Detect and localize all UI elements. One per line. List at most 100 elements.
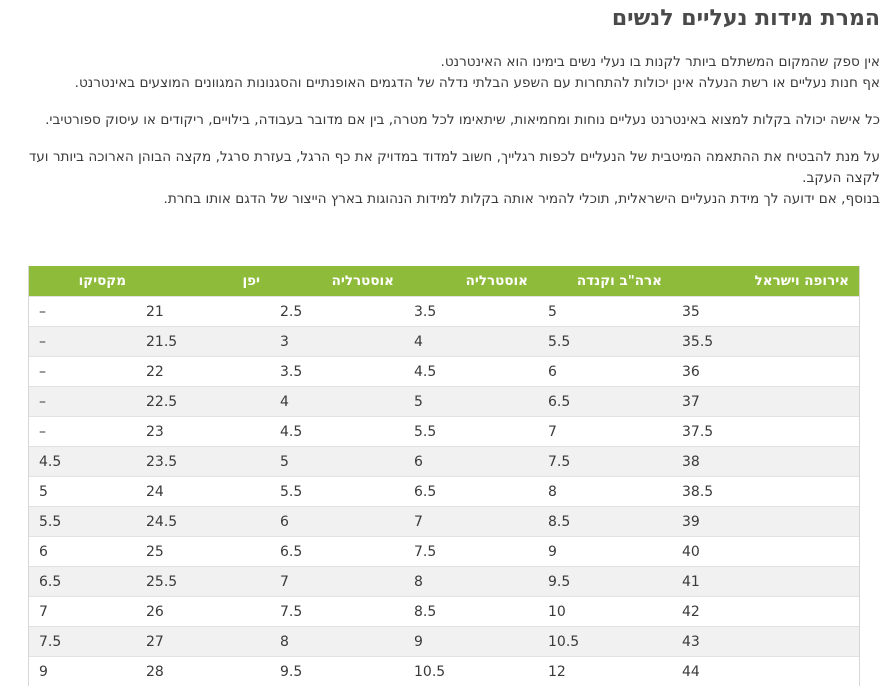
column-header-usa-canada: ארה"ב וקנדה (538, 266, 672, 297)
table-cell: 7 (538, 417, 672, 447)
table-cell: 25.5 (136, 567, 270, 597)
table-cell: 7 (29, 597, 136, 627)
table-cell: 4.5 (270, 417, 404, 447)
table-cell: 26 (136, 597, 270, 627)
table-cell: 4 (270, 387, 404, 417)
table-cell: – (29, 357, 136, 387)
table-cell: 3.5 (270, 357, 404, 387)
comfort-paragraph: כל אישה יכולה בקלות למצוא באינטרנט נעליי… (12, 110, 880, 131)
table-cell: – (29, 297, 136, 327)
table-cell: 5.5 (270, 477, 404, 507)
table-cell: 9 (29, 657, 136, 686)
table-cell: 6 (29, 537, 136, 567)
table-cell: 7.5 (404, 537, 538, 567)
table-header-row: אירופה וישראל ארה"ב וקנדה אוסטרליה אוסטר… (29, 266, 859, 297)
paragraph-line: בנוסף, אם ידועה לך מידת הנעליים הישראלית… (12, 189, 880, 210)
table-cell: 6.5 (29, 567, 136, 597)
table-cell: 8 (270, 627, 404, 657)
table-cell: 38 (672, 447, 859, 477)
table-cell: – (29, 327, 136, 357)
table-cell: 27 (136, 627, 270, 657)
paragraph-line: אין ספק שהמקום המשתלם ביותר לקנות בו נעל… (12, 52, 880, 73)
table-cell: 5 (270, 447, 404, 477)
intro-paragraph: אין ספק שהמקום המשתלם ביותר לקנות בו נעל… (12, 52, 880, 94)
table-cell: 8.5 (538, 507, 672, 537)
table-cell: 4 (404, 327, 538, 357)
table-cell: 9.5 (538, 567, 672, 597)
table-cell: 22.5 (136, 387, 270, 417)
table-cell: – (29, 417, 136, 447)
table-cell: 5 (404, 387, 538, 417)
article-page: המרת מידות נעליים לנשים אין ספק שהמקום ה… (0, 0, 892, 667)
table-cell: 6.5 (270, 537, 404, 567)
page-title: המרת מידות נעליים לנשים (612, 4, 880, 34)
table-cell: 8.5 (404, 597, 538, 627)
table-cell: 43 (672, 627, 859, 657)
table-cell: 6.5 (404, 477, 538, 507)
table-cell: 3 (270, 327, 404, 357)
table-cell: 37 (672, 387, 859, 417)
table-cell: 23.5 (136, 447, 270, 477)
table-cell: 3.5 (404, 297, 538, 327)
table-cell: 5 (538, 297, 672, 327)
measure-paragraph: על מנת להבטיח את ההתאמה המיטבית של הנעלי… (12, 147, 880, 210)
column-header-australia-2: אוסטרליה (270, 266, 404, 297)
paragraph-line: כל אישה יכולה בקלות למצוא באינטרנט נעליי… (12, 110, 880, 131)
table-cell: 21 (136, 297, 270, 327)
table-cell: 6 (270, 507, 404, 537)
table-cell: 21.5 (136, 327, 270, 357)
table-cell: 39 (672, 507, 859, 537)
table-cell: 6.5 (538, 387, 672, 417)
table-cell: 4.5 (404, 357, 538, 387)
table-cell: 23 (136, 417, 270, 447)
table-cell: 41 (672, 567, 859, 597)
table-cell: 24.5 (136, 507, 270, 537)
table-cell: 6 (404, 447, 538, 477)
column-header-australia: אוסטרליה (404, 266, 538, 297)
table-cell: 42 (672, 597, 859, 627)
table-cell: 7 (404, 507, 538, 537)
column-header-europe-israel: אירופה וישראל (672, 266, 859, 297)
table-cell: 4.5 (29, 447, 136, 477)
table-cell: 5.5 (404, 417, 538, 447)
table-cell: 28 (136, 657, 270, 686)
table-cell: 5.5 (538, 327, 672, 357)
table-cell: 35 (672, 297, 859, 327)
table-cell: 9 (404, 627, 538, 657)
table-cell: 24 (136, 477, 270, 507)
table-cell: 7.5 (29, 627, 136, 657)
table-cell: – (29, 387, 136, 417)
table-cell: 9 (538, 537, 672, 567)
table-cell: 35.5 (672, 327, 859, 357)
table-cell: 5 (29, 477, 136, 507)
table-cell: 40 (672, 537, 859, 567)
table-cell: 8 (538, 477, 672, 507)
table-cell: 10.5 (538, 627, 672, 657)
table-cell: 25 (136, 537, 270, 567)
table-cell: 8 (404, 567, 538, 597)
table-cell: 38.5 (672, 477, 859, 507)
table-cell: 9.5 (270, 657, 404, 686)
table-cell: 2.5 (270, 297, 404, 327)
paragraph-line: על מנת להבטיח את ההתאמה המיטבית של הנעלי… (12, 147, 880, 189)
paragraph-line: אף חנות נעליים או רשת הנעלה אינן יכולות … (12, 73, 880, 94)
table-cell: 7.5 (538, 447, 672, 477)
table-cell: 10.5 (404, 657, 538, 686)
table-cell: 5.5 (29, 507, 136, 537)
table-cell: 7.5 (270, 597, 404, 627)
table-cell: 44 (672, 657, 859, 686)
column-header-mexico: מקסיקו (29, 266, 136, 297)
